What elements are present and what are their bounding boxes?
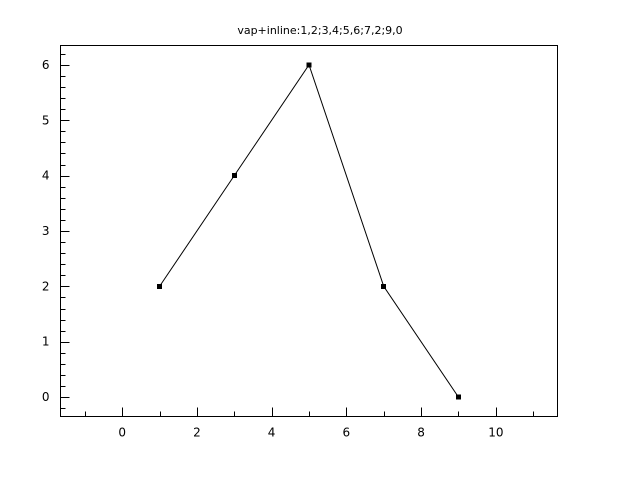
data-point-marker[interactable]	[455, 394, 461, 400]
y-tick-label: 2	[42, 279, 50, 293]
data-point-marker[interactable]	[231, 173, 237, 179]
y-axis-tick-labels: 0 1 2 3 4 5 6	[42, 58, 50, 404]
x-tick-label: 0	[118, 426, 126, 440]
x-tick-label: 6	[343, 426, 351, 440]
y-tick-label: 5	[42, 113, 50, 127]
y-axis-ticks	[60, 54, 70, 409]
data-point-marker[interactable]	[306, 62, 312, 68]
series-markers[interactable]	[157, 62, 461, 400]
x-tick-label: 4	[268, 426, 276, 440]
y-tick-label: 4	[42, 169, 50, 183]
x-axis-tick-labels: 0 2 4 6 8 10	[118, 426, 503, 440]
y-tick-label: 0	[42, 390, 50, 404]
x-axis-ticks	[85, 407, 534, 417]
series-line[interactable]	[159, 63, 459, 398]
data-series-group[interactable]	[157, 62, 461, 400]
plot-frame	[60, 45, 558, 417]
x-tick-label: 2	[193, 426, 201, 440]
x-tick-label: 10	[488, 426, 503, 440]
y-tick-label: 6	[42, 58, 50, 72]
data-point-marker[interactable]	[381, 283, 387, 289]
y-tick-label: 3	[42, 224, 50, 238]
axes-border	[60, 45, 558, 417]
x-tick-label: 8	[417, 426, 425, 440]
y-tick-label: 1	[42, 335, 50, 349]
data-point-marker[interactable]	[157, 283, 163, 289]
chart-title: vap+inline:1,2;3,4;5,6;7,2;9,0	[237, 24, 403, 37]
